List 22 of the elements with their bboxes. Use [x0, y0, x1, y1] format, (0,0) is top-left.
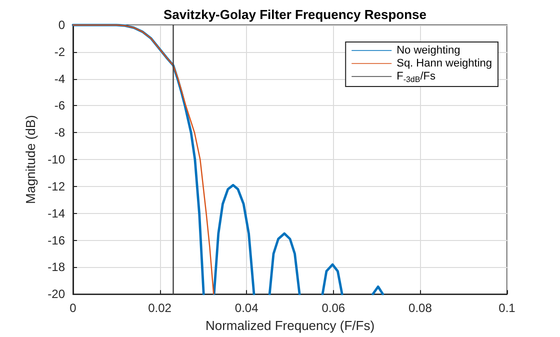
- x-tick-label: 0.04: [234, 301, 259, 316]
- x-tick-label: 0: [70, 301, 77, 316]
- chart-title: Savitzky-Golay Filter Frequency Response: [164, 7, 426, 22]
- x-tick-label: 0.06: [322, 301, 346, 316]
- y-tick-label: -18: [48, 260, 66, 274]
- legend-label: Sq. Hann weighting: [396, 58, 492, 70]
- y-tick-label: 0: [58, 18, 66, 32]
- y-axis-title: Magnitude (dB): [22, 115, 38, 204]
- x-tick-label: 0.1: [498, 301, 516, 316]
- y-tick-label: -12: [48, 179, 66, 194]
- x-axis-title: Normalized Frequency (F/Fs): [205, 318, 375, 333]
- x-tick-label: 0.02: [148, 301, 172, 316]
- y-tick-label: -10: [48, 152, 66, 167]
- y-tick-label: -4: [54, 72, 66, 86]
- y-tick-label: -6: [54, 98, 66, 113]
- y-tick-label: -14: [48, 206, 66, 220]
- y-tick-label: -8: [54, 126, 66, 140]
- legend-label: No weighting: [396, 44, 460, 56]
- y-tick-label: -16: [48, 233, 66, 248]
- y-tick-label: -20: [48, 287, 66, 302]
- x-tick-label: 0.08: [408, 301, 432, 316]
- y-tick-label: -2: [54, 44, 66, 59]
